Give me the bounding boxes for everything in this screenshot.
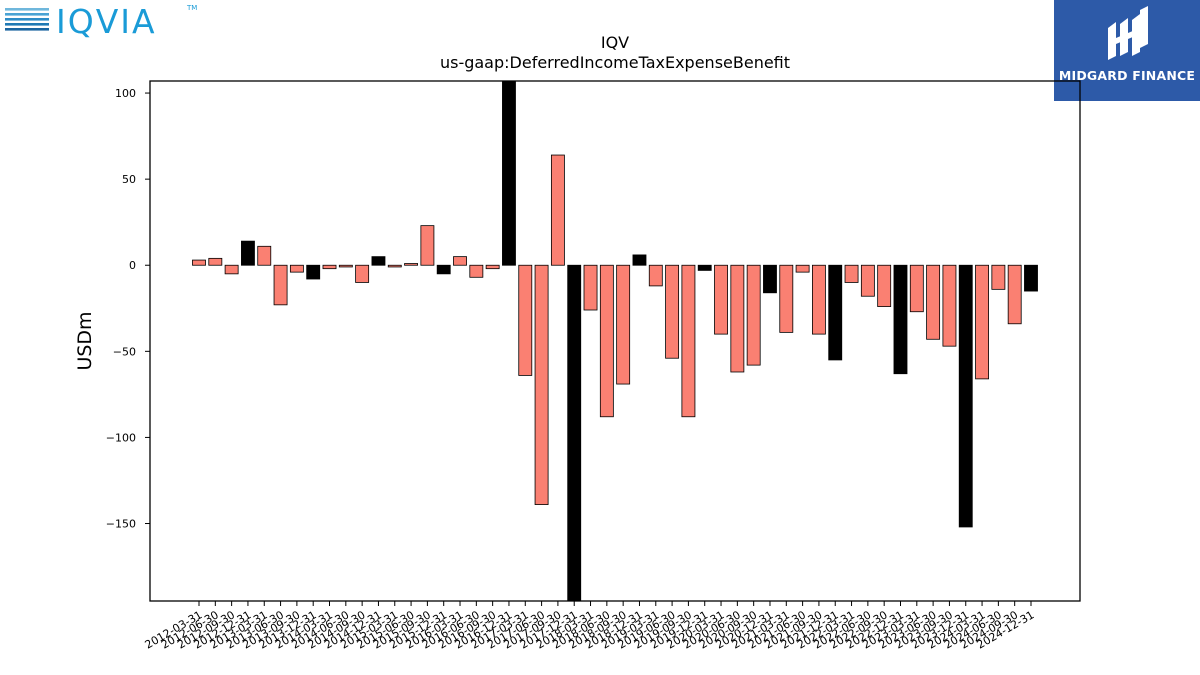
bar-2024-03-31 <box>975 264 989 380</box>
bar-2017-09-30 <box>550 154 565 266</box>
bar-2017-03-31 <box>518 264 533 376</box>
y-axis-ticks: 100 50 0 −50 −100 −150 <box>106 87 150 531</box>
bar-2020-12-31 <box>763 264 777 294</box>
bar-2014-09-30 <box>355 264 370 283</box>
bar-2012-06-30 <box>208 257 223 266</box>
bar-2022-06-30 <box>860 264 875 297</box>
iqvia-logo-mark: IQVIA TM <box>5 2 197 41</box>
y-tick-label: 0 <box>129 259 136 272</box>
bar-2020-03-31 <box>714 264 728 335</box>
chart-title: IQV <box>601 33 629 52</box>
bar-2016-06-30 <box>469 264 484 278</box>
bar-2014-03-31 <box>322 264 337 270</box>
y-tick-label: 100 <box>115 87 136 100</box>
bar-2019-12-31 <box>697 264 712 271</box>
bar-2018-12-31 <box>632 254 647 266</box>
y-tick-label: −150 <box>106 518 136 531</box>
bar-2013-09-30 <box>289 264 304 273</box>
bar-2016-03-31 <box>453 256 467 266</box>
bar-2018-03-31 <box>583 264 598 311</box>
bar-2021-06-30 <box>795 264 810 273</box>
y-axis-label: USDm <box>74 311 96 370</box>
iqvia-logo-tm: TM <box>186 4 197 12</box>
bar-2020-06-30 <box>730 264 745 373</box>
bar-2019-03-31 <box>648 264 663 287</box>
bar-2015-09-30 <box>420 225 435 266</box>
bar-2012-12-31 <box>241 240 255 266</box>
bar-2022-03-31 <box>844 264 859 283</box>
bar-2013-06-30 <box>273 264 288 306</box>
iqvia-logo-text: IQVIA <box>56 2 157 41</box>
iqvia-logo: IQVIA TM <box>0 0 210 44</box>
plot-frame <box>149 80 1081 602</box>
bar-2021-12-31 <box>828 264 843 361</box>
iqvia-logo-lines <box>5 8 49 31</box>
bar-2018-09-30 <box>616 264 631 385</box>
bar-2020-09-30 <box>746 264 761 366</box>
bar-2024-12-31 <box>1024 264 1038 292</box>
bar-2014-12-31 <box>371 256 386 266</box>
bar-2019-09-30 <box>681 264 696 418</box>
bar-2012-03-31 <box>192 259 206 266</box>
bar-2013-12-31 <box>306 264 321 280</box>
bar-2012-09-30 <box>224 264 239 275</box>
bar-2021-03-31 <box>779 264 794 333</box>
midgard-finance-text: MIDGARD FINANCE <box>1058 68 1196 83</box>
midgard-finance-icon <box>1108 6 1148 60</box>
bar-2015-06-30 <box>404 263 418 266</box>
bar-2019-06-30 <box>665 264 680 359</box>
bar-2023-06-30 <box>926 264 941 340</box>
bar-2023-12-31 <box>958 264 973 528</box>
bar-2023-03-31 <box>909 264 924 313</box>
bar-2016-12-31 <box>502 80 516 266</box>
bar-2023-09-30 <box>942 264 957 347</box>
bar-2018-06-30 <box>599 264 614 418</box>
bar-2014-06-30 <box>338 264 353 268</box>
chart-subtitle: us-gaap:DeferredIncomeTaxExpenseBenefit <box>440 53 790 72</box>
bar-2022-09-30 <box>877 264 892 307</box>
bar-2015-03-31 <box>387 264 402 268</box>
bar-2017-06-30 <box>534 264 549 505</box>
bar-2021-09-30 <box>812 264 826 335</box>
y-tick-label: −100 <box>106 431 136 444</box>
midgard-finance-logo: MIDGARD FINANCE <box>1054 0 1200 101</box>
x-axis-ticks: 2012-03-312012-06-302012-09-302012-12-31… <box>143 601 1037 652</box>
bar-2022-12-31 <box>893 264 908 375</box>
y-tick-label: −50 <box>113 345 136 358</box>
bars-group <box>192 80 1038 602</box>
bar-2015-12-31 <box>436 264 451 275</box>
bar-2017-12-31 <box>567 264 582 602</box>
y-tick-label: 50 <box>122 173 136 186</box>
bar-2016-09-30 <box>485 264 500 270</box>
bar-2013-03-31 <box>257 245 272 266</box>
bar-2024-09-30 <box>1007 264 1022 325</box>
bar-2024-06-30 <box>991 264 1006 290</box>
